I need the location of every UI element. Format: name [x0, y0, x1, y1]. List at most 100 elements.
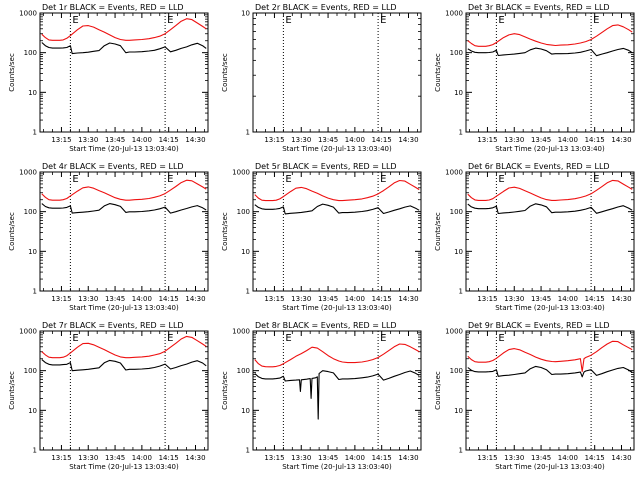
panel-title: Det 2r BLACK = Events, RED = LLD [255, 3, 397, 12]
x-tick-label: 13:30 [78, 295, 98, 303]
events-series-line [467, 203, 633, 215]
y-axis-label: Counts/sec [434, 212, 442, 251]
y-axis-label: Counts/sec [8, 371, 16, 410]
y-tick-label: 1000 [445, 10, 463, 18]
x-tick-label: 13:45 [531, 136, 551, 144]
y-tick-label: 1000 [19, 10, 37, 18]
detector-panel: Det 4r BLACK = Events, RED = LLD 1 10 100 10… [8, 162, 209, 312]
x-tick-label: 13:30 [78, 136, 98, 144]
x-tick-label: 13:45 [105, 136, 125, 144]
detector-panel: Det 8r BLACK = Events, RED = LLD 1 10 100 10… [221, 321, 422, 471]
detector-panel: Det 1r BLACK = Events, RED = LLD 1 10 100 10… [8, 3, 209, 153]
x-tick-label: 14:15 [585, 136, 605, 144]
y-tick-label: 100 [450, 367, 463, 375]
x-tick-label: 13:30 [291, 136, 311, 144]
x-tick-label: 13:15 [477, 136, 497, 144]
x-tick-label: 13:30 [291, 295, 311, 303]
x-tick-label: 14:30 [185, 454, 205, 462]
y-tick-label: 100 [450, 49, 463, 57]
y-tick-label: 100 [237, 208, 250, 216]
x-tick-label: 13:45 [531, 454, 551, 462]
y-axis-label: Counts/sec [221, 53, 229, 92]
x-tick-label: 14:15 [372, 136, 392, 144]
event-flag: E [593, 174, 599, 185]
x-tick-label: 13:15 [264, 295, 284, 303]
detector-panel: Det 7r BLACK = Events, RED = LLD 1 10 100 10… [8, 321, 209, 471]
x-tick-label: 14:15 [159, 136, 179, 144]
x-tick-label: 14:15 [372, 454, 392, 462]
lld-series-line [41, 335, 207, 359]
event-flag: E [498, 15, 504, 26]
event-flag: E [593, 333, 599, 344]
y-tick-label: 1000 [445, 169, 463, 177]
panel-title: Det 1r BLACK = Events, RED = LLD [42, 3, 184, 12]
y-tick-label: 10 [454, 407, 463, 415]
events-series-line [467, 47, 633, 57]
panel-title: Det 8r BLACK = Events, RED = LLD [255, 321, 397, 330]
lld-series-line [41, 18, 207, 41]
y-tick-label: 1 [33, 288, 37, 296]
events-series-line [41, 359, 207, 372]
y-tick-label: 1 [33, 447, 37, 455]
x-tick-label: 13:45 [318, 295, 338, 303]
event-flag: E [167, 15, 173, 26]
y-axis-label: Counts/sec [221, 212, 229, 251]
x-tick-label: 13:15 [477, 454, 497, 462]
y-tick-label: 10 [28, 89, 37, 97]
x-tick-label: 13:30 [504, 454, 524, 462]
event-flag: E [72, 333, 78, 344]
y-tick-label: 1000 [445, 328, 463, 336]
x-tick-label: 14:00 [132, 136, 152, 144]
x-tick-label: 14:15 [372, 295, 392, 303]
panel-title: Det 5r BLACK = Events, RED = LLD [255, 162, 397, 171]
x-tick-label: 14:30 [611, 295, 631, 303]
x-tick-label: 13:15 [51, 136, 71, 144]
detector-panel: Det 5r BLACK = Events, RED = LLD 1 10 100 10… [221, 162, 422, 312]
x-axis-label: Start Time (20-Jul-13 13:03:40) [282, 463, 392, 471]
y-tick-label: 1 [246, 129, 250, 137]
x-tick-label: 13:30 [504, 136, 524, 144]
y-tick-label: 10 [454, 248, 463, 256]
event-flag: E [285, 333, 291, 344]
x-tick-label: 14:15 [585, 295, 605, 303]
y-tick-label: 1000 [232, 328, 250, 336]
event-flag: E [498, 174, 504, 185]
x-tick-label: 14:00 [558, 136, 578, 144]
y-tick-label: 10 [28, 248, 37, 256]
y-tick-label: 100 [450, 208, 463, 216]
detector-panel: Det 9r BLACK = Events, RED = LLD 1 10 100 10… [434, 321, 635, 471]
y-tick-label: 10 [241, 407, 250, 415]
panel-title: Det 4r BLACK = Events, RED = LLD [42, 162, 184, 171]
x-tick-label: 13:45 [318, 454, 338, 462]
event-flag: E [285, 174, 291, 185]
x-tick-label: 14:30 [398, 295, 418, 303]
y-tick-label: 1 [459, 447, 463, 455]
y-tick-label: 1000 [19, 169, 37, 177]
x-axis-label: Start Time (20-Jul-13 13:03:40) [495, 304, 605, 312]
x-tick-label: 13:15 [264, 136, 284, 144]
lld-series-line [254, 343, 420, 368]
panel-title: Det 6r BLACK = Events, RED = LLD [468, 162, 610, 171]
event-flag: E [380, 333, 386, 344]
x-tick-label: 14:00 [345, 295, 365, 303]
x-tick-label: 14:00 [132, 295, 152, 303]
y-tick-label: 1 [459, 129, 463, 137]
events-series-line [41, 203, 207, 214]
panel-grid: Det 1r BLACK = Events, RED = LLD 1 10 100 10… [8, 3, 635, 471]
panel-title: Det 7r BLACK = Events, RED = LLD [42, 321, 184, 330]
x-tick-label: 13:30 [291, 454, 311, 462]
events-series-line [467, 365, 633, 378]
event-flag: E [72, 15, 78, 26]
x-axis-label: Start Time (20-Jul-13 13:03:40) [495, 463, 605, 471]
x-tick-label: 13:30 [504, 295, 524, 303]
x-tick-label: 14:15 [159, 454, 179, 462]
y-axis-label: Counts/sec [434, 371, 442, 410]
y-tick-label: 1000 [232, 169, 250, 177]
event-flag: E [285, 15, 291, 26]
x-tick-label: 14:15 [159, 295, 179, 303]
panel-title: Det 9r BLACK = Events, RED = LLD [468, 321, 610, 330]
x-tick-label: 14:30 [185, 136, 205, 144]
x-tick-label: 13:45 [105, 295, 125, 303]
y-tick-label: 100 [237, 367, 250, 375]
